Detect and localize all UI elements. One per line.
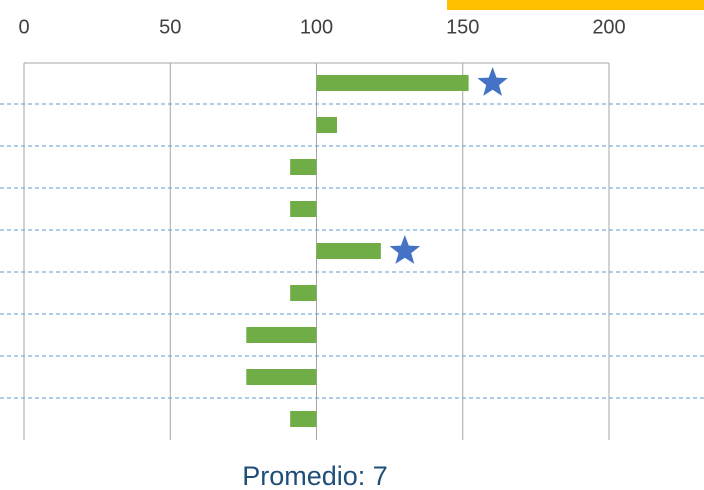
bar	[290, 201, 317, 217]
x-tick-label: 100	[300, 16, 333, 38]
bar	[290, 285, 317, 301]
star-marker	[389, 235, 421, 264]
annotation: Promedio: 7	[242, 461, 388, 490]
star-marker	[477, 67, 508, 96]
bar	[316, 243, 381, 259]
bar	[316, 75, 469, 91]
x-tick-label: 150	[446, 16, 479, 38]
x-tick-label: 0	[18, 16, 29, 38]
bar	[316, 117, 337, 133]
bar	[290, 159, 317, 175]
x-tick-label: 200	[592, 16, 625, 38]
bar	[290, 411, 317, 427]
bar	[246, 369, 317, 385]
x-tick-label: 50	[159, 16, 181, 38]
header-accent	[447, 0, 704, 10]
bar	[246, 327, 317, 343]
